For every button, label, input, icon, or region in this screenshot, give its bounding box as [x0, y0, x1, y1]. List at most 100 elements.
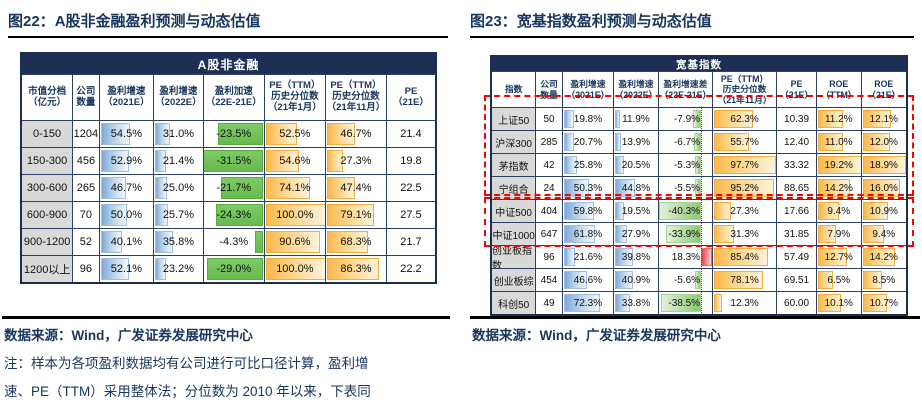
cell-value: 31.0%	[162, 128, 195, 140]
data-bar	[326, 123, 355, 145]
table-cell: -4.3%	[203, 228, 265, 255]
table-cell: 72.3%	[562, 291, 615, 314]
table-cell: 10.1%	[816, 291, 862, 314]
table-row: 中证1000 647 61.8% 27.9% -33.9% 31.3% 31.85 7.9% 9…	[492, 222, 906, 245]
note-line-2: 速、PE（TTM）采用整体法；分位数为 2010 年以来，下表同	[4, 384, 371, 399]
cell-value: 33.8%	[621, 297, 651, 309]
figure-22-number: 图22：	[8, 13, 55, 30]
data-bar	[817, 271, 833, 289]
table-cell: 285	[536, 130, 563, 153]
cell-value: -5.5%	[673, 182, 701, 194]
table-cell: 40.9%	[614, 268, 659, 291]
table-row: 茅指数 42 25.8% 20.5% -5.3% 97.7% 33.32 19.2% 18.9%	[492, 153, 906, 176]
cell-value: -38.5%	[668, 297, 701, 309]
data-bar	[155, 204, 168, 226]
cell-value: 55.7%	[730, 136, 759, 148]
table-cell: 31.0%	[154, 120, 204, 147]
data-bar	[265, 231, 321, 253]
data-bar	[714, 133, 750, 151]
diff-zero-axis	[700, 200, 702, 222]
cell-value: 44.8%	[621, 182, 651, 194]
table-cell: 10.9%	[861, 199, 906, 222]
data-bar	[714, 202, 732, 220]
title-underline	[8, 36, 448, 38]
data-bar	[695, 179, 701, 197]
data-bar	[817, 156, 861, 174]
cell-value: 21.7	[400, 236, 422, 248]
cell-value: 22.5	[400, 182, 422, 194]
figure-23-title-text: 宽基指数盈利预测与动态估值	[516, 13, 712, 30]
table-cell: 18.9%	[861, 153, 906, 176]
figure-23-title: 图23：宽基指数盈利预测与动态估值	[470, 10, 712, 31]
data-bar	[862, 294, 888, 312]
table-cell: 27.5	[387, 201, 435, 228]
table-cell: 42	[536, 153, 563, 176]
diff-zero-axis	[700, 177, 702, 199]
figure-22-panel: 图22：A股非金融盈利预测与动态估值 A股非金融 市值分档 （亿元） 公司 数量 盈利…	[0, 0, 460, 403]
table-cell: 11.9%	[614, 107, 659, 130]
table-cell: 90.6%	[264, 228, 326, 255]
cell-value: 25.7%	[162, 209, 195, 221]
data-bar	[714, 248, 768, 266]
table-cell: 27.9%	[614, 222, 659, 245]
table-cell: 创业板指数	[492, 245, 537, 268]
table-cell: 62.3%	[713, 107, 778, 130]
header-cell: 公司 数量	[73, 74, 100, 120]
cell-value: 10.1%	[824, 297, 853, 309]
cell-value: 20.5%	[621, 159, 651, 171]
cell-value: 61.8%	[573, 228, 603, 240]
table-cell: 13.9%	[614, 130, 659, 153]
table-cell: 25.7%	[154, 201, 204, 228]
data-bar	[862, 156, 906, 174]
table-cell: 100.0%	[264, 255, 326, 282]
table-body: 上证50 50 19.8% 11.9% -7.9% 62.3% 10.39 11.2% 12.1…	[492, 107, 906, 314]
cell-value: 96	[79, 263, 93, 275]
source-text: 数据来源：Wind，广发证券发展研究中心	[4, 328, 253, 343]
table-cell: 19.5%	[614, 199, 659, 222]
header-cell: PE（TTM） 历史分位数 （21年1月）	[264, 74, 326, 120]
table-cell: 中证500	[492, 199, 537, 222]
data-bar	[862, 225, 885, 243]
table-cell: 95.2%	[713, 176, 778, 199]
cell-value: 40.9%	[621, 274, 651, 286]
cell-value: 46.7%	[340, 128, 372, 140]
data-bar	[155, 150, 166, 172]
table-row: 科创50 49 72.3% 33.8% -38.5% 12.3% 60.00 10.1% 10.…	[492, 291, 906, 314]
data-bar	[100, 123, 130, 145]
data-bar	[817, 248, 847, 266]
table-cell: 97.7%	[713, 153, 778, 176]
table-row: 创业板综 454 46.6% 40.9% -5.6% 78.1% 69.51 6.5% 8.5%	[492, 268, 906, 291]
cell-value: 19.8%	[573, 113, 603, 125]
table-cell: 52.5%	[264, 120, 326, 147]
table-cell: -29.0%	[203, 255, 265, 282]
cell-value: 7.9%	[827, 228, 851, 240]
cell-value: 97.7%	[730, 159, 759, 171]
data-bar	[615, 110, 621, 128]
data-bar	[326, 150, 344, 172]
cell-value: 19.2%	[824, 159, 853, 171]
cell-value: 27.9%	[621, 228, 651, 240]
table-cell: 0-150	[22, 120, 74, 147]
cell-value: 23.2%	[162, 263, 195, 275]
header-cell: PE（TTM） 历史分位数 （21年11月）	[713, 71, 778, 107]
cell-value: 50.3%	[573, 182, 603, 194]
table-cell: 96	[536, 245, 563, 268]
table-cell: -33.9%	[658, 222, 714, 245]
table-cell: 22.5	[387, 174, 435, 201]
data-bar	[155, 123, 171, 145]
data-bar	[563, 156, 577, 174]
data-bar	[100, 150, 129, 172]
a-share-nonfinancial-table: A股非金融 市值分档 （亿元） 公司 数量 盈利增速 （2021E） 盈利增速 （202…	[20, 52, 437, 284]
cell-value: 18.9%	[869, 159, 898, 171]
data-bar	[100, 258, 129, 280]
cell-value: 456	[76, 155, 96, 167]
table-cell: -31.5%	[203, 147, 265, 174]
table-cell: 59.8%	[562, 199, 615, 222]
data-bar	[217, 123, 263, 145]
table-cell: 96	[73, 255, 100, 282]
cell-value: 中证1000	[492, 230, 535, 242]
table-cell: 宁组合	[492, 176, 537, 199]
cell-value: 900-1200	[23, 236, 71, 248]
cell-value: 59.8%	[573, 205, 603, 217]
cell-value: 宁组合	[498, 184, 529, 196]
